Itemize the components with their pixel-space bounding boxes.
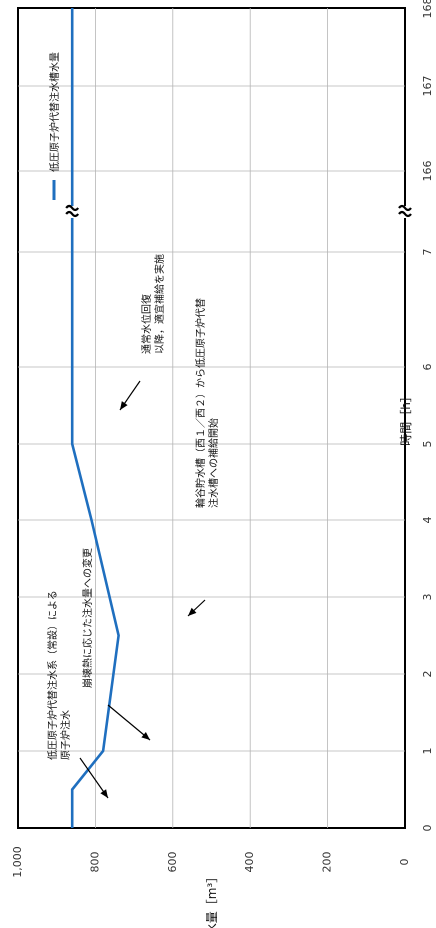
annotation-text: 以降，適宜補給を実施 [153, 254, 166, 354]
annotation: 崩壊熱に応じた注水量への変更 [81, 548, 151, 741]
y-tick-label: 0 [398, 859, 411, 866]
annotations: 低圧原子炉代替注水系（常設）による 原子炉注水崩壊熱に応じた注水量への変更輪谷貯水… [46, 254, 220, 799]
annotation-leader [107, 704, 151, 741]
grid [18, 8, 405, 828]
x-tick-label: 167 [421, 76, 434, 97]
annotation: 通常水位回復 以降，適宜補給を実施 [119, 254, 166, 411]
plot-frame [17, 7, 406, 829]
x-tick-label: 3 [421, 594, 434, 601]
y-tick-label: 1,000 [11, 846, 24, 878]
x-tick-label: 1 [421, 748, 434, 755]
x-tick-label: 4 [421, 517, 434, 524]
x-tick-label: 2 [421, 671, 434, 678]
y-tick-label: 600 [166, 852, 179, 873]
annotation-text: 注水槽への補給開始 [207, 418, 220, 508]
annotation-text: 崩壊熱に応じた注水量への変更 [81, 548, 94, 688]
ticks: 0 1 2 3 4 5 6 7 166 167 168 0 200 400 600 800 1,000 [11, 0, 434, 878]
series-line [70, 8, 120, 828]
line-break-mark [65, 204, 80, 218]
x-tick-label: 166 [421, 161, 434, 182]
legend: 低圧原子炉代替注水槽水量 [48, 52, 61, 200]
annotation-arrowhead [100, 789, 108, 798]
annotation-arrowhead [141, 732, 150, 740]
annotation-text: 輪谷貯水槽（西１／西２）から低圧原子炉代替 [194, 298, 207, 508]
annotation-text: 通常水位回復 [140, 294, 153, 354]
y-tick-label: 400 [243, 852, 256, 873]
axis-break-mark [398, 204, 412, 218]
x-tick-label: 6 [421, 364, 434, 371]
annotation-arrowhead [120, 401, 128, 410]
annotation-text: 原子炉注水 [59, 710, 72, 760]
x-axis-label: 時間［h］ [399, 390, 413, 446]
x-tick-label: 5 [421, 441, 434, 448]
legend-label: 低圧原子炉代替注水槽水量 [48, 52, 61, 172]
x-tick-label: 168 [421, 0, 434, 19]
annotation: 低圧原子炉代替注水系（常設）による 原子炉注水 [46, 590, 109, 799]
y-tick-label: 800 [88, 852, 101, 873]
annotation-arrowhead [188, 607, 197, 616]
y-tick-label: 200 [321, 852, 334, 873]
annotation-text: 低圧原子炉代替注水系（常設）による [46, 590, 59, 760]
x-tick-label: 0 [421, 825, 434, 832]
x-tick-label: 7 [421, 249, 434, 256]
y-axis-label: 水量［m³］ [205, 871, 219, 928]
annotation: 輪谷貯水槽（西１／西２）から低圧原子炉代替 注水槽への補給開始 [187, 298, 220, 617]
series-layer [64, 8, 120, 828]
